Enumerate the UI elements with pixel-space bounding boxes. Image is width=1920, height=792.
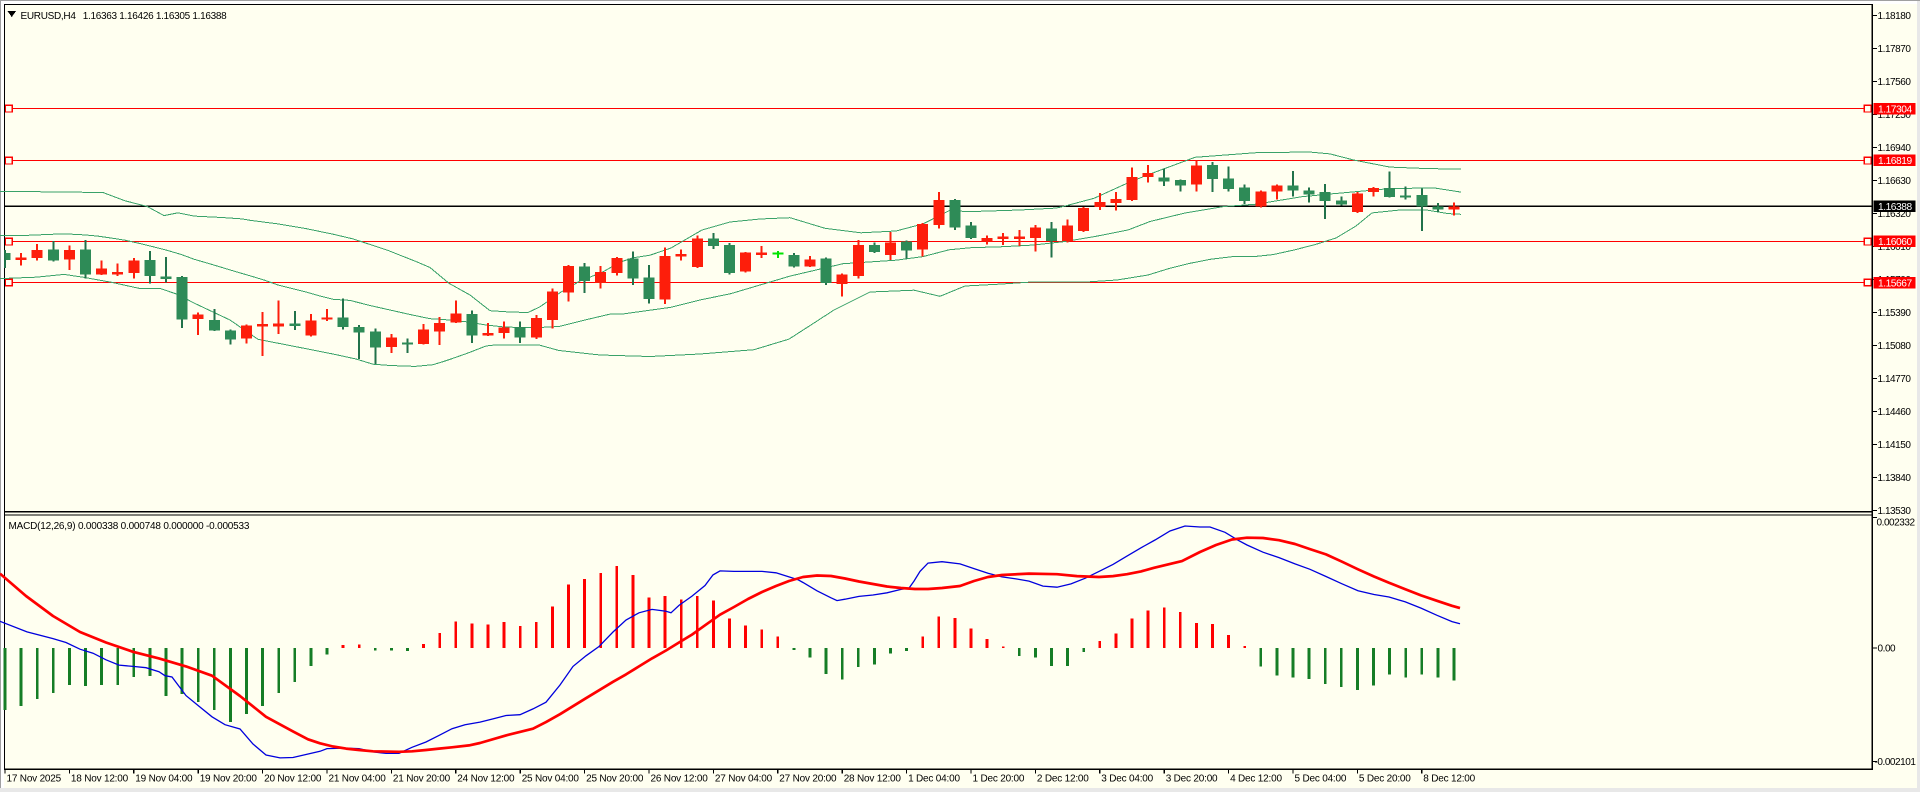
svg-text:1.16388: 1.16388 [1878, 202, 1912, 213]
svg-text:1.13530: 1.13530 [1878, 506, 1912, 517]
svg-text:5 Dec 04:00: 5 Dec 04:00 [1295, 773, 1347, 784]
svg-text:8 Dec 12:00: 8 Dec 12:00 [1423, 773, 1475, 784]
svg-text:17 Nov 2025: 17 Nov 2025 [7, 773, 62, 784]
svg-text:19 Nov 20:00: 19 Nov 20:00 [200, 773, 258, 784]
svg-text:21 Nov 04:00: 21 Nov 04:00 [329, 773, 387, 784]
svg-text:1.16010: 1.16010 [1878, 242, 1912, 253]
svg-text:25 Nov 04:00: 25 Nov 04:00 [522, 773, 580, 784]
svg-text:1.17250: 1.17250 [1878, 110, 1912, 121]
svg-text:1.14770: 1.14770 [1878, 374, 1912, 385]
svg-text:1.16060: 1.16060 [1878, 237, 1912, 248]
svg-text:1.16320: 1.16320 [1878, 209, 1912, 220]
svg-text:3 Dec 20:00: 3 Dec 20:00 [1166, 773, 1218, 784]
svg-text:1.14460: 1.14460 [1878, 407, 1912, 418]
svg-text:1.18180: 1.18180 [1878, 11, 1912, 22]
svg-text:1.16940: 1.16940 [1878, 143, 1912, 154]
svg-text:0.002332: 0.002332 [1877, 518, 1916, 529]
svg-text:-0.002101: -0.002101 [1875, 757, 1917, 768]
svg-text:0.00: 0.00 [1878, 644, 1897, 655]
svg-text:1 Dec 20:00: 1 Dec 20:00 [973, 773, 1025, 784]
svg-text:1.16819: 1.16819 [1878, 156, 1912, 167]
svg-text:26 Nov 12:00: 26 Nov 12:00 [651, 773, 709, 784]
svg-text:20 Nov 12:00: 20 Nov 12:00 [264, 773, 322, 784]
svg-text:MACD(12,26,9) 0.000338 0.00074: MACD(12,26,9) 0.000338 0.000748 0.000000… [9, 521, 250, 532]
svg-text:1 Dec 04:00: 1 Dec 04:00 [908, 773, 960, 784]
svg-text:2 Dec 12:00: 2 Dec 12:00 [1037, 773, 1089, 784]
svg-text:28 Nov 12:00: 28 Nov 12:00 [844, 773, 902, 784]
svg-text:25 Nov 20:00: 25 Nov 20:00 [586, 773, 644, 784]
svg-text:21 Nov 20:00: 21 Nov 20:00 [393, 773, 451, 784]
svg-text:EURUSD,H4 1.16363 1.16426 1.1: EURUSD,H4 1.16363 1.16426 1.16305 1.1638… [21, 11, 228, 22]
svg-text:1.14150: 1.14150 [1878, 440, 1912, 451]
svg-text:1.17304: 1.17304 [1878, 104, 1912, 115]
svg-text:1.17560: 1.17560 [1878, 77, 1912, 88]
svg-text:19 Nov 04:00: 19 Nov 04:00 [135, 773, 193, 784]
svg-text:5 Dec 20:00: 5 Dec 20:00 [1359, 773, 1411, 784]
svg-text:1.17870: 1.17870 [1878, 44, 1912, 55]
svg-text:1.16630: 1.16630 [1878, 176, 1912, 187]
svg-text:27 Nov 04:00: 27 Nov 04:00 [715, 773, 773, 784]
svg-text:4 Dec 12:00: 4 Dec 12:00 [1230, 773, 1282, 784]
svg-text:3 Dec 04:00: 3 Dec 04:00 [1101, 773, 1153, 784]
svg-text:1.15390: 1.15390 [1878, 308, 1912, 319]
svg-text:24 Nov 12:00: 24 Nov 12:00 [457, 773, 515, 784]
svg-text:1.13840: 1.13840 [1878, 473, 1912, 484]
svg-text:18 Nov 12:00: 18 Nov 12:00 [71, 773, 129, 784]
svg-text:1.15080: 1.15080 [1878, 341, 1912, 352]
svg-text:1.15667: 1.15667 [1878, 279, 1912, 290]
svg-text:27 Nov 20:00: 27 Nov 20:00 [779, 773, 837, 784]
